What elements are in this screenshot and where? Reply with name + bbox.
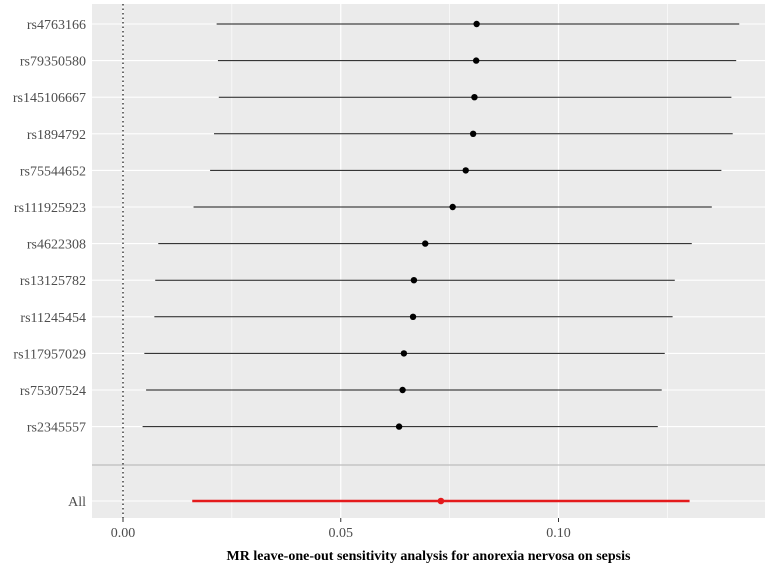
point-estimate-rs4622308 xyxy=(422,240,429,247)
y-label-all: All xyxy=(68,495,86,510)
estimate-marks xyxy=(142,20,740,505)
y-label-rs11245454: rs11245454 xyxy=(20,311,86,326)
y-label-rs79350580: rs79350580 xyxy=(20,55,86,70)
y-label-rs4763166: rs4763166 xyxy=(27,18,86,33)
x-axis-title: MR leave-one-out sensitivity analysis fo… xyxy=(227,549,631,564)
y-label-rs1894792: rs1894792 xyxy=(27,128,86,143)
y-label-rs75544652: rs75544652 xyxy=(20,164,86,179)
point-estimate-rs1894792 xyxy=(469,130,477,137)
x-axis-ticks: 0.00 0.05 0.10 xyxy=(111,518,571,541)
point-estimate-rs75544652 xyxy=(462,167,469,174)
y-label-rs145106667: rs145106667 xyxy=(13,91,86,106)
point-estimate-rs13125782 xyxy=(410,277,418,284)
y-label-rs111925923: rs111925923 xyxy=(14,201,86,216)
point-estimate-rs11245454 xyxy=(409,313,417,320)
point-estimate-rs111925923 xyxy=(449,203,456,211)
plot-panel xyxy=(92,4,765,518)
y-label-rs75307524: rs75307524 xyxy=(20,384,86,399)
x-tick-label: 0.10 xyxy=(546,526,571,541)
point-estimate-rs79350580 xyxy=(472,57,480,64)
y-label-rs117957029: rs117957029 xyxy=(13,347,86,362)
y-axis-labels: rs4763166 rs79350580 rs145106667 rs1894792 r… xyxy=(13,18,86,510)
y-label-rs4622308: rs4622308 xyxy=(27,238,86,253)
point-estimate-rs75307524 xyxy=(399,386,406,394)
y-label-rs13125782: rs13125782 xyxy=(20,274,86,289)
y-label-rs2345557: rs2345557 xyxy=(27,421,86,436)
point-estimate-all xyxy=(437,497,445,505)
point-estimate-rs4763166 xyxy=(473,20,480,28)
point-estimate-rs117957029 xyxy=(400,350,408,357)
x-tick-label: 0.00 xyxy=(111,526,136,541)
x-tick-label: 0.05 xyxy=(329,526,354,541)
point-estimate-rs2345557 xyxy=(395,423,403,430)
point-estimate-rs145106667 xyxy=(471,94,478,101)
